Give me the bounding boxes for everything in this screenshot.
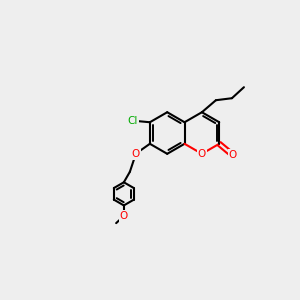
Text: O: O — [120, 211, 128, 221]
Text: O: O — [229, 150, 237, 160]
Text: Cl: Cl — [128, 116, 138, 126]
Text: O: O — [198, 149, 206, 159]
Text: O: O — [132, 149, 140, 159]
